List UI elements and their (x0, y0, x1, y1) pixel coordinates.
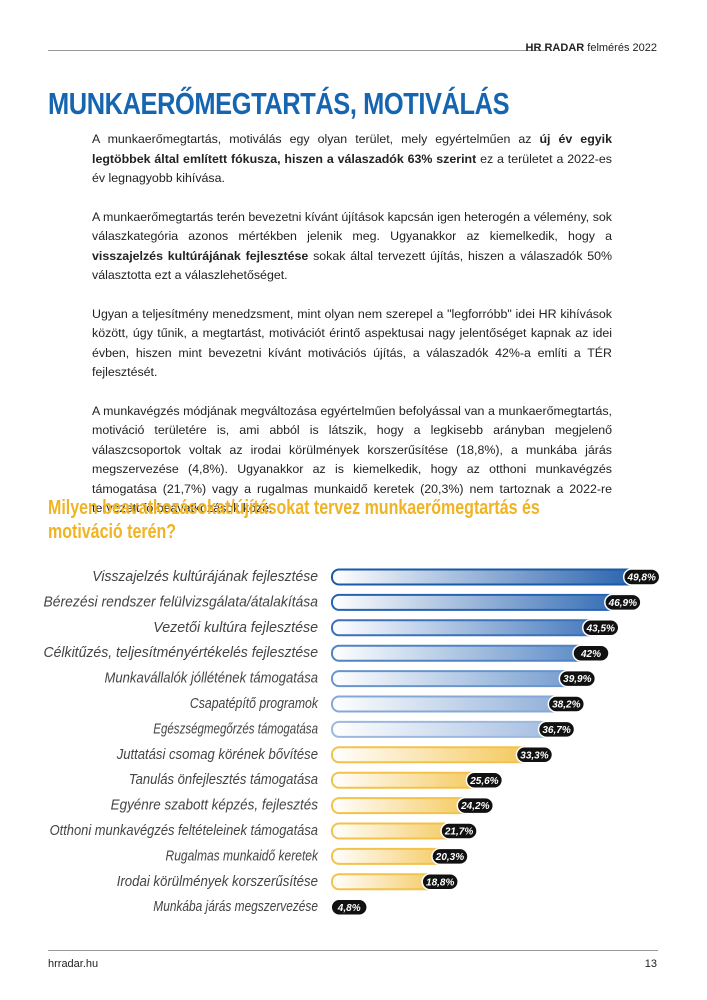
value-label: 38,2% (552, 700, 580, 711)
header-rule (48, 50, 546, 51)
value-label: 36,7% (542, 725, 570, 736)
value-pill (604, 593, 642, 612)
value-label: 33,3% (520, 750, 548, 761)
category-label: Vezetői kultúra fejlesztése (153, 619, 318, 636)
value-pill (572, 644, 610, 662)
category-label: Munkavállalók jóllétének támogatása (105, 670, 319, 687)
bar (331, 720, 572, 738)
paragraph: A munkaerőmegtartás terén bevezetni kívá… (92, 208, 612, 286)
bar (331, 568, 657, 586)
paragraph: A munkavégzés módjának megváltozása egyé… (92, 402, 612, 519)
bar (331, 695, 582, 713)
value-label: 25,6% (469, 776, 498, 787)
category-label: Munkába járás megszervezése (153, 898, 318, 915)
footer-site: hrradar.hu (48, 958, 99, 970)
category-label: Tanulás önfejlesztés támogatása (129, 771, 318, 788)
paragraph: A munkaerőmegtartás, motiválás egy olyan… (92, 130, 612, 189)
value-label: 24,2% (460, 801, 489, 812)
page-number: 13 (644, 958, 657, 970)
value-label: 4,8% (337, 903, 361, 914)
value-pill (515, 746, 554, 764)
footer-rule (48, 950, 658, 951)
text: A munkaerőmegtartás terén bevezetni kívá… (92, 209, 612, 244)
body-text: A munkaerőmegtartás, motiválás egy olyan… (92, 130, 612, 538)
value-pill (330, 898, 368, 916)
category-label: Egészségmegőrzés támogatása (153, 720, 318, 737)
bold-text: visszajelzés kultúrájának fejlesztése (92, 248, 309, 263)
value-pill (431, 847, 469, 866)
bar (331, 593, 638, 611)
value-pill (622, 568, 661, 586)
chart: Visszajelzés kultúrájának fejlesztése 49,… (44, 568, 661, 916)
header-label: felmérés 2022 (587, 42, 657, 54)
text: A munkaerőmegtartás, motiválás egy olyan… (92, 132, 540, 146)
text: Ugyan a teljesítmény menedzsment, mint o… (92, 306, 612, 380)
value-label: 49,8% (627, 573, 656, 584)
value-pill (465, 771, 504, 789)
value-pill (582, 619, 620, 637)
value-label: 46,9% (608, 598, 637, 609)
chart-title: Milyen beavatkozásokat/újításokat tervez… (48, 497, 540, 543)
value-pill (421, 873, 459, 891)
category-label: Bérezési rendszer felülvizsgálata/átalak… (44, 593, 319, 610)
value-label: 20,3% (435, 852, 464, 863)
category-label: Juttatási csomag körének bővítése (116, 746, 318, 763)
value-label: 18,8% (426, 877, 454, 888)
value-pill (440, 822, 478, 840)
page-title: MUNKAERŐMEGTARTÁS, MOTIVÁLÁS (48, 86, 510, 121)
value-pill (456, 796, 495, 815)
value-pill (547, 695, 586, 713)
category-label: Rugalmas munkaidő keretek (166, 847, 320, 864)
paragraph: Ugyan a teljesítmény menedzsment, mint o… (92, 305, 612, 383)
value-pill (537, 720, 576, 739)
text: sokak által tervezett újítás, hiszen a v… (92, 248, 613, 283)
text: A munkavégzés módjának megváltozása egyé… (92, 403, 612, 516)
bold-text: új év egyik legtöbbek által említett fók… (92, 132, 612, 166)
category-label: Otthoni munkavégzés feltételeinek támoga… (50, 822, 318, 839)
header-brand: HR RADAR (525, 42, 585, 54)
value-label: 39,9% (563, 674, 591, 685)
bar (331, 619, 616, 637)
value-pill (558, 669, 597, 688)
text: ez a területet a 2022-es év legnagyobb k… (92, 151, 612, 186)
category-label: Visszajelzés kultúrájának fejlesztése (92, 568, 318, 585)
category-label: Irodai körülmények korszerűsítése (117, 873, 318, 890)
header: HR RADAR felmérés 2022 (526, 42, 657, 54)
category-label: Egyénre szabott képzés, fejlesztés (111, 797, 319, 814)
value-label: 43,5% (586, 623, 615, 634)
bar (331, 670, 593, 688)
category-label: Célkitűzés, teljesítményértékelés fejles… (44, 644, 319, 661)
value-label: 42% (580, 649, 601, 660)
category-label: Csapatépítő programok (190, 695, 319, 712)
value-label: 21,7% (444, 827, 473, 838)
bar (331, 644, 606, 662)
